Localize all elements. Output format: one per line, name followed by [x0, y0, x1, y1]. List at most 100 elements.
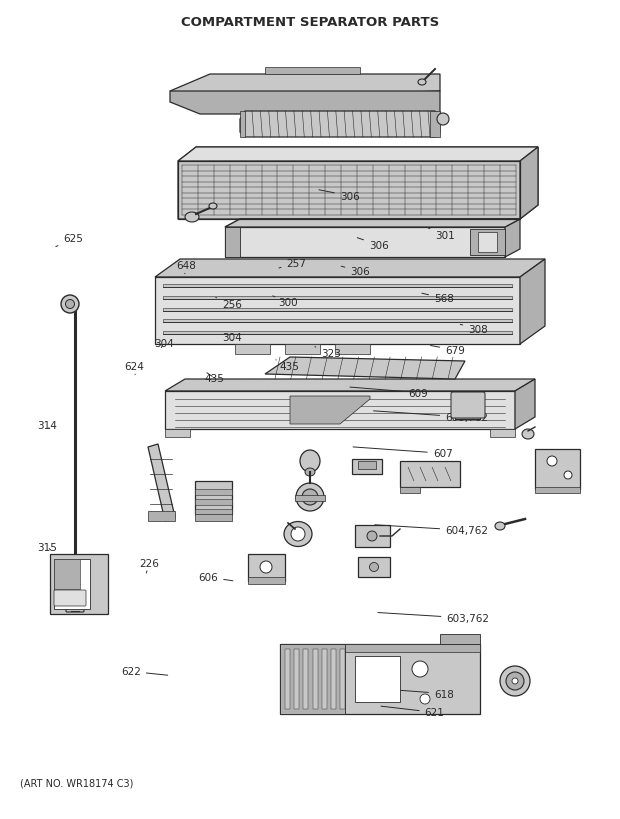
Polygon shape	[520, 260, 545, 345]
Polygon shape	[195, 509, 232, 515]
Ellipse shape	[418, 80, 426, 86]
Ellipse shape	[370, 563, 378, 572]
Polygon shape	[163, 296, 512, 300]
Ellipse shape	[367, 532, 377, 541]
Polygon shape	[505, 219, 520, 258]
Ellipse shape	[495, 523, 505, 531]
Text: 618: 618	[368, 688, 454, 699]
Polygon shape	[265, 68, 360, 75]
Polygon shape	[400, 487, 420, 493]
Polygon shape	[331, 649, 336, 709]
Polygon shape	[248, 577, 285, 584]
Text: 679: 679	[430, 346, 465, 355]
Text: 435: 435	[276, 360, 299, 372]
Polygon shape	[195, 514, 232, 522]
Text: 607: 607	[353, 447, 453, 459]
Text: COMPARTMENT SEPARATOR PARTS: COMPARTMENT SEPARATOR PARTS	[181, 16, 439, 29]
Text: 625: 625	[56, 234, 83, 247]
Text: 304: 304	[222, 333, 242, 342]
Polygon shape	[148, 445, 175, 522]
Text: 257: 257	[279, 259, 306, 269]
Polygon shape	[322, 649, 327, 709]
Ellipse shape	[66, 300, 74, 309]
Polygon shape	[455, 396, 480, 419]
Polygon shape	[50, 554, 108, 614]
Polygon shape	[490, 429, 515, 437]
Polygon shape	[535, 487, 580, 493]
Text: 323: 323	[315, 347, 341, 359]
Polygon shape	[400, 461, 460, 487]
Ellipse shape	[291, 527, 305, 541]
Polygon shape	[478, 233, 497, 253]
Ellipse shape	[260, 561, 272, 573]
Ellipse shape	[420, 695, 430, 704]
Text: 256: 256	[216, 298, 242, 310]
Ellipse shape	[522, 429, 534, 440]
Polygon shape	[285, 649, 290, 709]
Text: 606: 606	[198, 572, 233, 582]
Ellipse shape	[284, 522, 312, 547]
Polygon shape	[280, 645, 480, 714]
Text: 306: 306	[357, 238, 389, 251]
Polygon shape	[358, 557, 390, 577]
Ellipse shape	[564, 472, 572, 479]
Polygon shape	[440, 634, 480, 645]
Ellipse shape	[512, 678, 518, 684]
Polygon shape	[295, 495, 325, 501]
Ellipse shape	[300, 450, 320, 473]
Text: 603,762: 603,762	[378, 613, 489, 623]
Polygon shape	[225, 228, 240, 258]
Polygon shape	[163, 308, 512, 311]
Ellipse shape	[506, 672, 524, 690]
Polygon shape	[520, 147, 538, 219]
Text: (ART NO. WR18174 C3): (ART NO. WR18174 C3)	[20, 777, 133, 787]
Polygon shape	[165, 429, 190, 437]
Polygon shape	[225, 219, 520, 228]
Text: 608,762: 608,762	[373, 411, 488, 423]
Polygon shape	[248, 554, 285, 581]
Ellipse shape	[209, 204, 217, 210]
Text: 306: 306	[319, 191, 360, 201]
Text: 306: 306	[341, 267, 370, 277]
Polygon shape	[445, 468, 451, 482]
FancyBboxPatch shape	[54, 590, 86, 606]
Polygon shape	[420, 468, 426, 482]
Text: 314: 314	[37, 421, 57, 431]
Polygon shape	[430, 112, 440, 138]
Polygon shape	[355, 525, 390, 547]
Polygon shape	[335, 345, 370, 355]
Polygon shape	[148, 511, 175, 522]
Polygon shape	[155, 278, 520, 345]
FancyBboxPatch shape	[451, 392, 485, 419]
Polygon shape	[195, 500, 232, 505]
Text: 648: 648	[177, 261, 197, 274]
Polygon shape	[155, 260, 545, 278]
Polygon shape	[165, 391, 515, 429]
Polygon shape	[280, 645, 345, 714]
Polygon shape	[54, 559, 80, 590]
Polygon shape	[535, 450, 580, 490]
FancyBboxPatch shape	[66, 600, 84, 613]
Polygon shape	[240, 112, 440, 138]
Text: 300: 300	[273, 296, 298, 308]
Polygon shape	[352, 459, 382, 474]
Polygon shape	[54, 559, 90, 609]
Polygon shape	[195, 482, 232, 514]
Ellipse shape	[437, 114, 449, 126]
Text: 304: 304	[154, 339, 174, 349]
Polygon shape	[170, 75, 440, 100]
Polygon shape	[515, 379, 535, 429]
Text: 226: 226	[140, 559, 159, 573]
Ellipse shape	[302, 490, 318, 505]
Ellipse shape	[500, 666, 530, 696]
Polygon shape	[163, 285, 512, 287]
Ellipse shape	[305, 468, 315, 477]
Text: 301: 301	[423, 226, 455, 241]
Polygon shape	[178, 147, 538, 219]
Polygon shape	[355, 656, 400, 702]
Polygon shape	[340, 649, 345, 709]
Polygon shape	[294, 649, 299, 709]
Text: 622: 622	[121, 667, 168, 676]
Text: 568: 568	[422, 294, 454, 304]
Polygon shape	[178, 147, 538, 162]
